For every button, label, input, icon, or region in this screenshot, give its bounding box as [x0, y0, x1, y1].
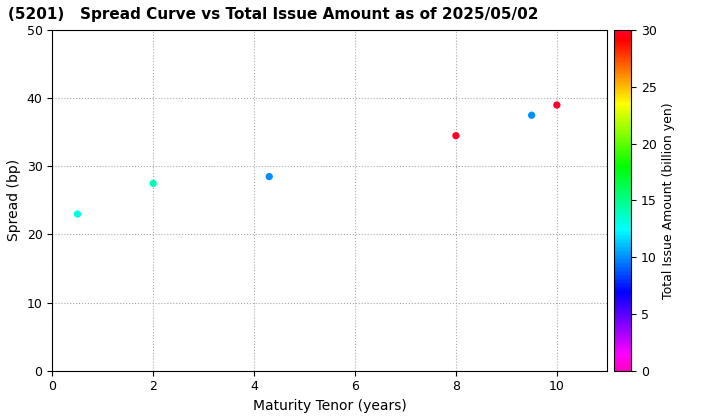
Point — [526, 112, 537, 118]
Point — [450, 132, 462, 139]
Y-axis label: Spread (bp): Spread (bp) — [7, 159, 21, 242]
Point — [148, 180, 159, 187]
Point — [551, 102, 562, 108]
X-axis label: Maturity Tenor (years): Maturity Tenor (years) — [253, 399, 407, 413]
Point — [264, 173, 275, 180]
Y-axis label: Total Issue Amount (billion yen): Total Issue Amount (billion yen) — [662, 102, 675, 299]
Text: (5201)   Spread Curve vs Total Issue Amount as of 2025/05/02: (5201) Spread Curve vs Total Issue Amoun… — [8, 7, 539, 22]
Point — [72, 211, 84, 218]
